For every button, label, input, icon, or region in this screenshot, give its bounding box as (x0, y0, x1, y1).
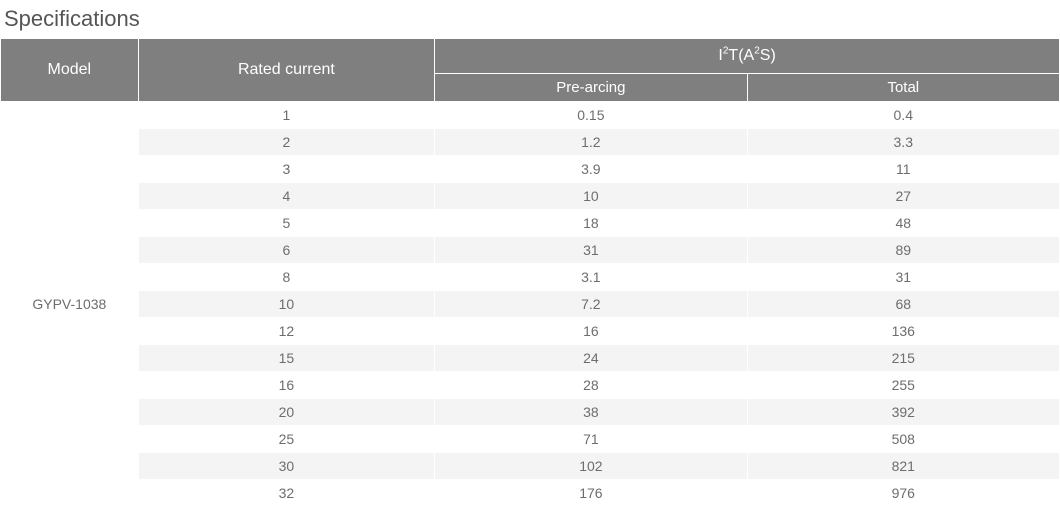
cell-rated-current: 3 (138, 156, 435, 183)
table-row: 41027 (1, 183, 1060, 210)
col-header-total: Total (747, 74, 1059, 102)
table-row: 51848 (1, 210, 1060, 237)
cell-total: 3.3 (747, 129, 1059, 156)
cell-total: 255 (747, 372, 1059, 399)
model-cell: GYPV-1038 (1, 102, 139, 507)
specifications-table: Model Rated current I2T(A2S) Pre-arcing … (0, 38, 1060, 507)
cell-total: 11 (747, 156, 1059, 183)
cell-pre-arcing: 38 (435, 399, 747, 426)
cell-pre-arcing: 176 (435, 480, 747, 507)
cell-total: 0.4 (747, 102, 1059, 129)
cell-pre-arcing: 28 (435, 372, 747, 399)
table-row: 30102821 (1, 453, 1060, 480)
col-header-model: Model (1, 39, 139, 102)
col-header-pre-arcing: Pre-arcing (435, 74, 747, 102)
cell-rated-current: 10 (138, 291, 435, 318)
cell-total: 821 (747, 453, 1059, 480)
table-row: 33.911 (1, 156, 1060, 183)
cell-pre-arcing: 102 (435, 453, 747, 480)
table-row: 63189 (1, 237, 1060, 264)
table-row: 107.268 (1, 291, 1060, 318)
cell-pre-arcing: 31 (435, 237, 747, 264)
cell-total: 976 (747, 480, 1059, 507)
cell-pre-arcing: 3.1 (435, 264, 747, 291)
cell-rated-current: 5 (138, 210, 435, 237)
cell-total: 508 (747, 426, 1059, 453)
cell-total: 392 (747, 399, 1059, 426)
table-row: 32176976 (1, 480, 1060, 507)
cell-pre-arcing: 10 (435, 183, 747, 210)
cell-pre-arcing: 24 (435, 345, 747, 372)
page-title: Specifications (0, 0, 1060, 38)
cell-pre-arcing: 16 (435, 318, 747, 345)
cell-pre-arcing: 18 (435, 210, 747, 237)
cell-total: 31 (747, 264, 1059, 291)
table-row: 2571508 (1, 426, 1060, 453)
cell-rated-current: 20 (138, 399, 435, 426)
cell-rated-current: 30 (138, 453, 435, 480)
cell-pre-arcing: 71 (435, 426, 747, 453)
cell-total: 68 (747, 291, 1059, 318)
cell-total: 215 (747, 345, 1059, 372)
cell-rated-current: 4 (138, 183, 435, 210)
cell-rated-current: 6 (138, 237, 435, 264)
col-header-rated-current: Rated current (138, 39, 435, 102)
table-row: 1216136 (1, 318, 1060, 345)
cell-rated-current: 15 (138, 345, 435, 372)
cell-rated-current: 2 (138, 129, 435, 156)
table-row: 2038392 (1, 399, 1060, 426)
cell-pre-arcing: 0.15 (435, 102, 747, 129)
cell-rated-current: 12 (138, 318, 435, 345)
cell-total: 48 (747, 210, 1059, 237)
cell-total: 89 (747, 237, 1059, 264)
cell-rated-current: 1 (138, 102, 435, 129)
table-row: 1524215 (1, 345, 1060, 372)
cell-rated-current: 25 (138, 426, 435, 453)
cell-pre-arcing: 3.9 (435, 156, 747, 183)
table-row: 83.131 (1, 264, 1060, 291)
cell-rated-current: 16 (138, 372, 435, 399)
table-row: GYPV-103810.150.4 (1, 102, 1060, 129)
cell-rated-current: 8 (138, 264, 435, 291)
table-row: 21.23.3 (1, 129, 1060, 156)
cell-pre-arcing: 1.2 (435, 129, 747, 156)
cell-total: 136 (747, 318, 1059, 345)
cell-rated-current: 32 (138, 480, 435, 507)
col-header-i2t: I2T(A2S) (435, 39, 1060, 74)
table-row: 1628255 (1, 372, 1060, 399)
cell-total: 27 (747, 183, 1059, 210)
table-body: GYPV-103810.150.421.23.333.9114102751848… (1, 102, 1060, 507)
cell-pre-arcing: 7.2 (435, 291, 747, 318)
